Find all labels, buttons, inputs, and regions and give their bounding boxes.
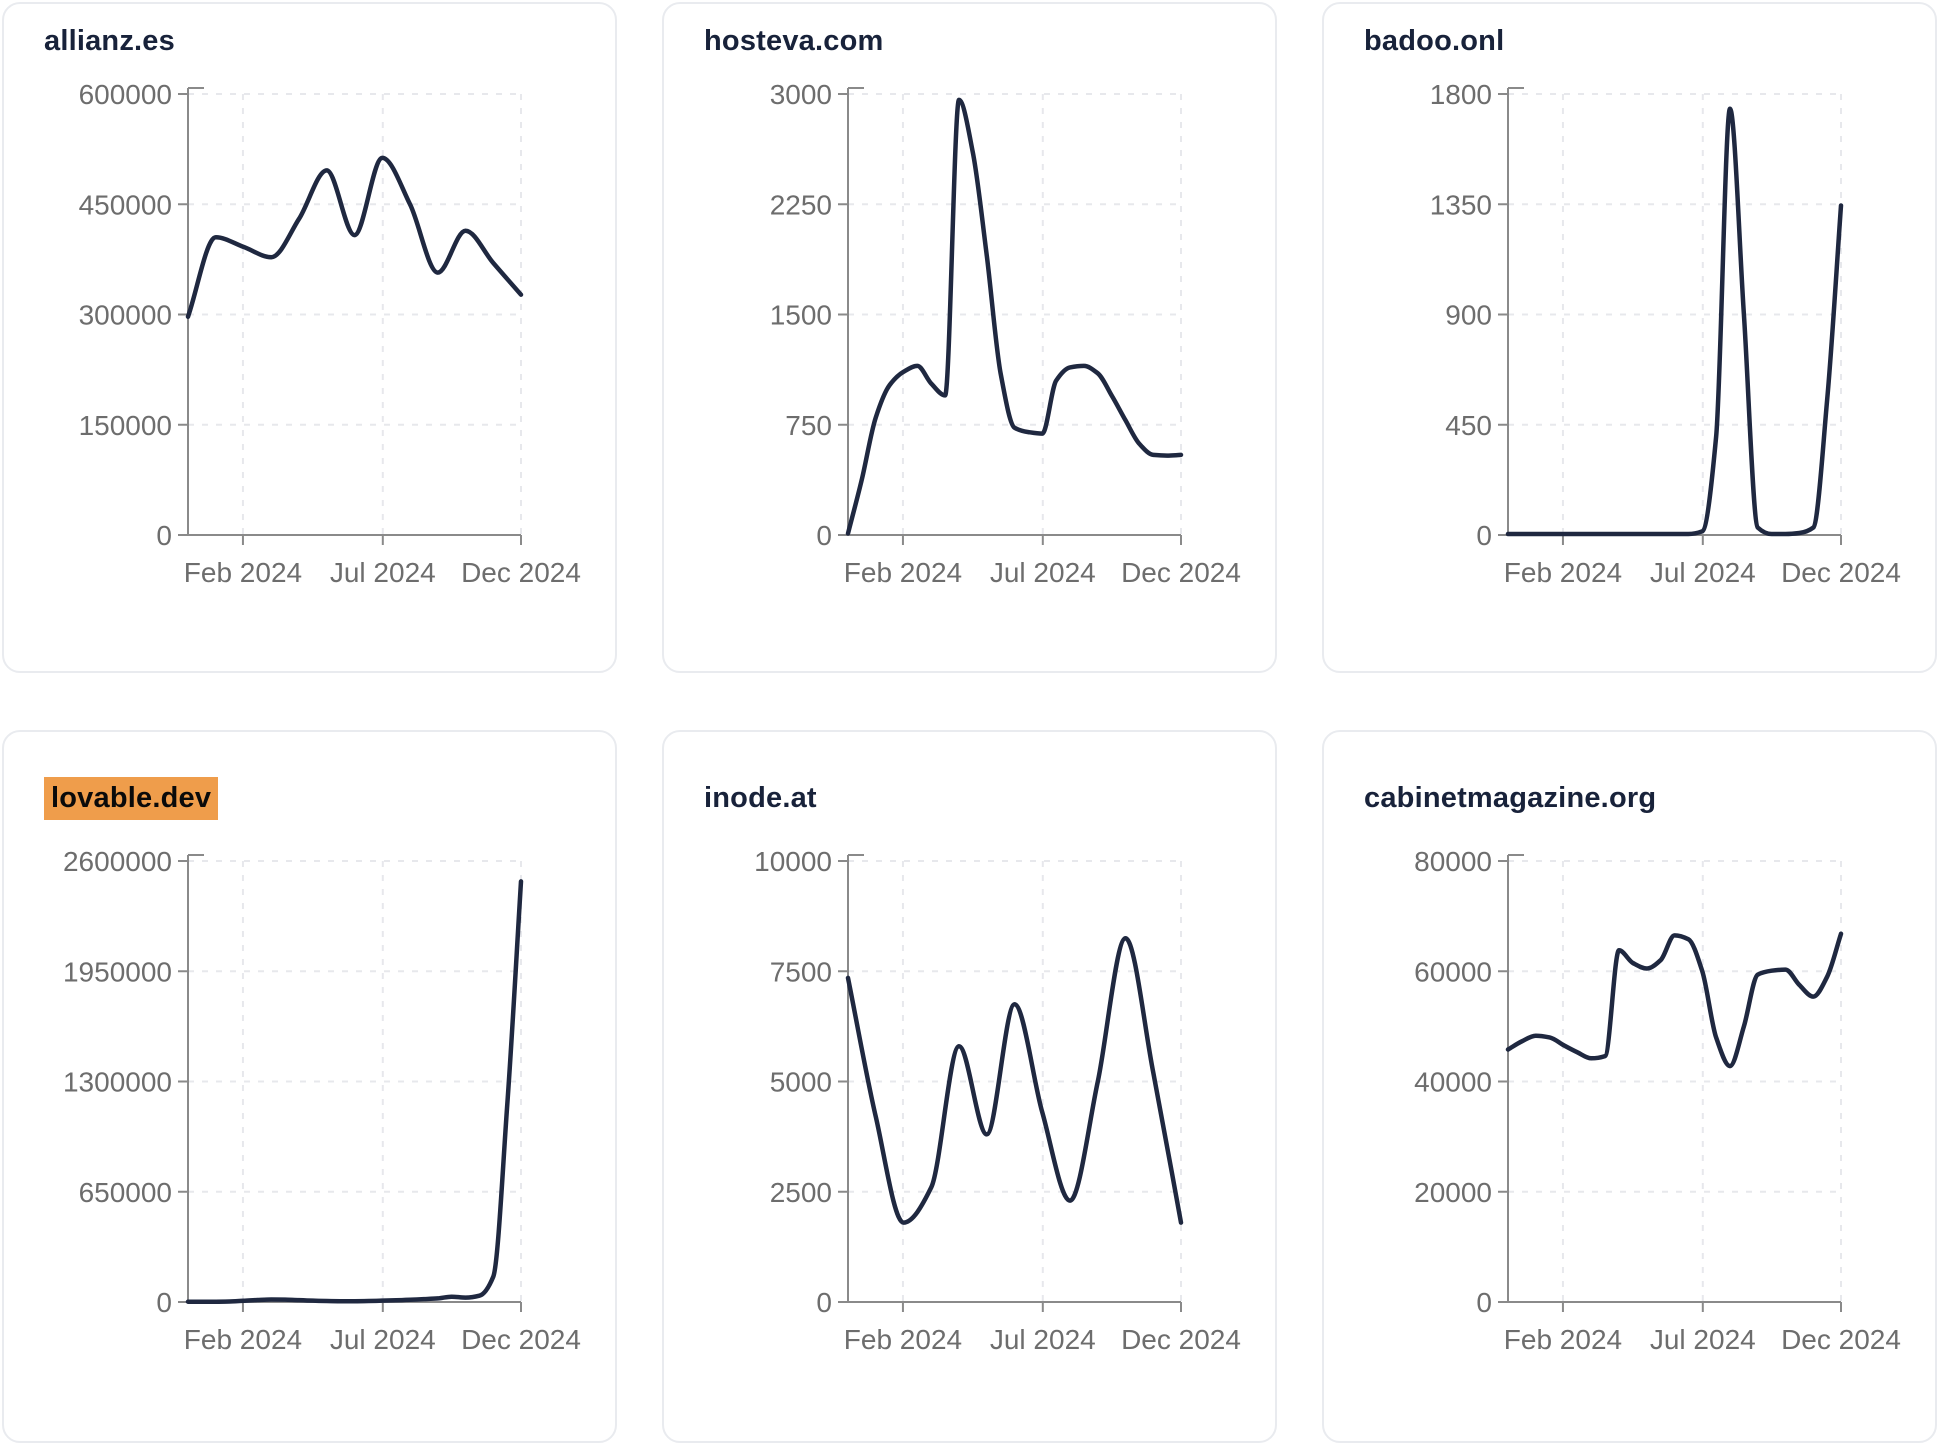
y-tick-label: 150000 [79, 410, 172, 441]
x-tick-label: Jul 2024 [330, 557, 436, 588]
x-tick-label: Feb 2024 [844, 1324, 962, 1355]
y-tick-label: 0 [816, 520, 832, 551]
traffic-chart: 0 750 1500 2250 3000 Feb 2024 Jul 2024 Dec 2024 [770, 79, 1241, 588]
domain-card-cabinetmagazine.org[interactable]: cabinetmagazine.org 0 20000 40000 60000 8000… [1322, 730, 1937, 1443]
y-tick-label: 450 [1445, 410, 1492, 441]
traffic-line [185, 879, 524, 1304]
card-title: hosteva.com [704, 25, 884, 57]
y-tick-label: 0 [156, 520, 172, 551]
x-tick-label: Jul 2024 [990, 1324, 1096, 1355]
traffic-chart: 0 20000 40000 60000 80000 Feb 2024 Jul 2024 Dec… [1414, 846, 1901, 1355]
traffic-line [1505, 931, 1844, 1069]
domain-card-hosteva.com[interactable]: hosteva.com 0 750 1500 2250 3000 Feb 2024 Jul … [662, 2, 1277, 673]
traffic-chart: 0 150000 300000 450000 600000 Feb 2024 Jul 202… [79, 79, 581, 588]
card-title: allianz.es [44, 25, 175, 57]
traffic-line [845, 935, 1184, 1225]
y-tick-label: 1300000 [63, 1067, 172, 1098]
y-tick-label: 20000 [1414, 1177, 1492, 1208]
y-tick-label: 0 [816, 1287, 832, 1318]
y-tick-label: 2500 [770, 1177, 832, 1208]
x-tick-label: Feb 2024 [1504, 1324, 1622, 1355]
y-tick-label: 60000 [1414, 956, 1492, 987]
card-title-row: cabinetmagazine.org [1364, 781, 1935, 815]
y-tick-label: 650000 [79, 1177, 172, 1208]
x-tick-label: Jul 2024 [1650, 1324, 1756, 1355]
x-tick-label: Jul 2024 [990, 557, 1096, 588]
y-tick-label: 40000 [1414, 1067, 1492, 1098]
card-title: cabinetmagazine.org [1364, 782, 1657, 814]
domain-card-lovable.dev[interactable]: lovable.dev 0 650000 1300000 1950000 2600000… [2, 730, 617, 1443]
y-tick-label: 300000 [79, 300, 172, 331]
x-tick-label: Dec 2024 [1121, 1324, 1241, 1355]
card-title-row: lovable.dev [44, 777, 615, 820]
card-title-row: badoo.onl [1364, 24, 1935, 58]
x-tick-label: Feb 2024 [184, 557, 302, 588]
y-tick-label: 0 [1476, 1287, 1492, 1318]
y-tick-label: 1800 [1430, 79, 1492, 110]
y-tick-label: 750 [785, 410, 832, 441]
traffic-chart: 0 450 900 1350 1800 Feb 2024 Jul 2024 Dec 2024 [1430, 79, 1901, 588]
y-tick-label: 7500 [770, 956, 832, 987]
y-tick-label: 10000 [754, 846, 832, 877]
x-tick-label: Dec 2024 [1781, 1324, 1901, 1355]
y-tick-label: 1350 [1430, 189, 1492, 220]
card-title-highlighted: lovable.dev [44, 777, 219, 820]
y-tick-label: 3000 [770, 79, 832, 110]
x-tick-label: Dec 2024 [1781, 557, 1901, 588]
card-title-row: hosteva.com [704, 24, 1275, 58]
domain-card-allianz.es[interactable]: allianz.es 0 150000 300000 450000 600000 Feb … [2, 2, 617, 673]
y-tick-label: 1500 [770, 300, 832, 331]
domain-card-inode.at[interactable]: inode.at 0 2500 5000 7500 10000 Feb 2024 Jul 2… [662, 730, 1277, 1443]
y-tick-label: 900 [1445, 300, 1492, 331]
card-title-row: inode.at [704, 781, 1275, 815]
traffic-line [185, 155, 524, 319]
traffic-chart: 0 2500 5000 7500 10000 Feb 2024 Jul 2024 Dec 20… [754, 846, 1241, 1355]
y-tick-label: 2250 [770, 189, 832, 220]
x-tick-label: Dec 2024 [1121, 557, 1241, 588]
traffic-line [845, 97, 1184, 536]
x-tick-label: Feb 2024 [844, 557, 962, 588]
x-tick-label: Feb 2024 [184, 1324, 302, 1355]
y-tick-label: 0 [1476, 520, 1492, 551]
card-title-row: allianz.es [44, 24, 615, 58]
y-tick-label: 5000 [770, 1067, 832, 1098]
traffic-chart: 0 650000 1300000 1950000 2600000 Feb 2024 Jul … [63, 846, 581, 1355]
y-tick-label: 450000 [79, 189, 172, 220]
y-tick-label: 80000 [1414, 846, 1492, 877]
card-title: inode.at [704, 782, 817, 814]
card-title: badoo.onl [1364, 25, 1505, 57]
x-tick-label: Jul 2024 [1650, 557, 1756, 588]
x-tick-label: Feb 2024 [1504, 557, 1622, 588]
y-tick-label: 600000 [79, 79, 172, 110]
x-tick-label: Jul 2024 [330, 1324, 436, 1355]
x-tick-label: Dec 2024 [461, 557, 581, 588]
domain-card-badoo.onl[interactable]: badoo.onl 0 450 900 1350 1800 Feb 2024 Jul 202… [1322, 2, 1937, 673]
x-tick-label: Dec 2024 [461, 1324, 581, 1355]
y-tick-label: 1950000 [63, 956, 172, 987]
y-tick-label: 2600000 [63, 846, 172, 877]
traffic-line [1505, 106, 1844, 537]
y-tick-label: 0 [156, 1287, 172, 1318]
